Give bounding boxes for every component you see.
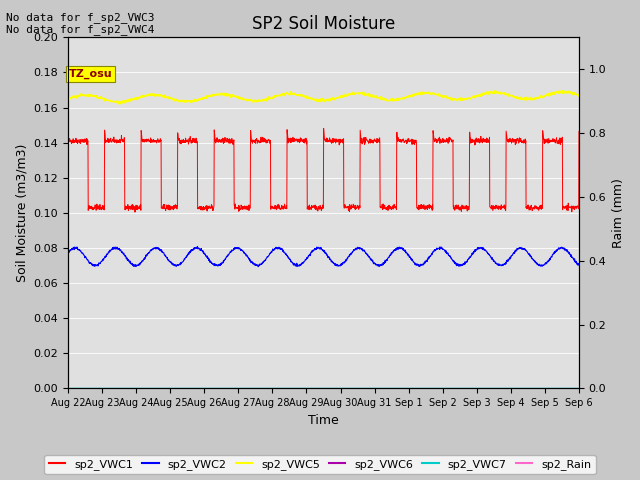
Title: SP2 Soil Moisture: SP2 Soil Moisture — [252, 15, 395, 33]
Text: No data for f_sp2_VWC4: No data for f_sp2_VWC4 — [6, 24, 155, 35]
Text: TZ_osu: TZ_osu — [69, 69, 113, 79]
Y-axis label: Soil Moisture (m3/m3): Soil Moisture (m3/m3) — [15, 144, 28, 282]
X-axis label: Time: Time — [308, 414, 339, 427]
Legend: sp2_VWC1, sp2_VWC2, sp2_VWC5, sp2_VWC6, sp2_VWC7, sp2_Rain: sp2_VWC1, sp2_VWC2, sp2_VWC5, sp2_VWC6, … — [44, 455, 596, 474]
Text: No data for f_sp2_VWC3: No data for f_sp2_VWC3 — [6, 12, 155, 23]
Y-axis label: Raim (mm): Raim (mm) — [612, 178, 625, 248]
